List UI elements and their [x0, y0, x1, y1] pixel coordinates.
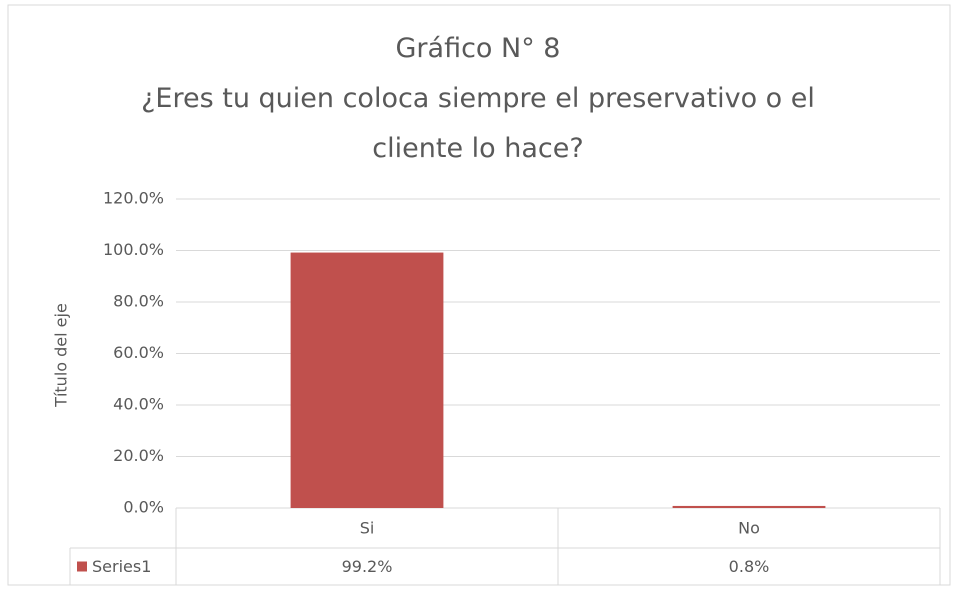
bar [290, 252, 444, 508]
y-tick-label: 120.0% [103, 189, 164, 208]
y-tick-label: 20.0% [113, 446, 164, 465]
legend-label: Series1 [92, 557, 151, 576]
y-tick-label: 80.0% [113, 292, 164, 311]
x-tick-label: No [738, 519, 760, 538]
titles: Gráfico N° 8 ¿Eres tu quien coloca siemp… [110, 24, 846, 174]
bar [672, 505, 826, 508]
data-table-value: 99.2% [342, 557, 393, 576]
data-table-value: 0.8% [729, 557, 770, 576]
x-tick-label: Si [360, 519, 375, 538]
y-tick-label: 100.0% [103, 240, 164, 259]
legend-key [77, 561, 87, 572]
chart-border [7, 4, 951, 586]
y-axis-title: Título del eje [52, 303, 71, 408]
chart-title: Gráfico N° 8 [395, 33, 561, 64]
y-tick-label: 0.0% [123, 498, 164, 517]
chart-subtitle: ¿Eres tu quien coloca siempre el preserv… [141, 83, 815, 164]
y-tick-label: 60.0% [113, 343, 164, 362]
y-tick-label: 40.0% [113, 395, 164, 414]
